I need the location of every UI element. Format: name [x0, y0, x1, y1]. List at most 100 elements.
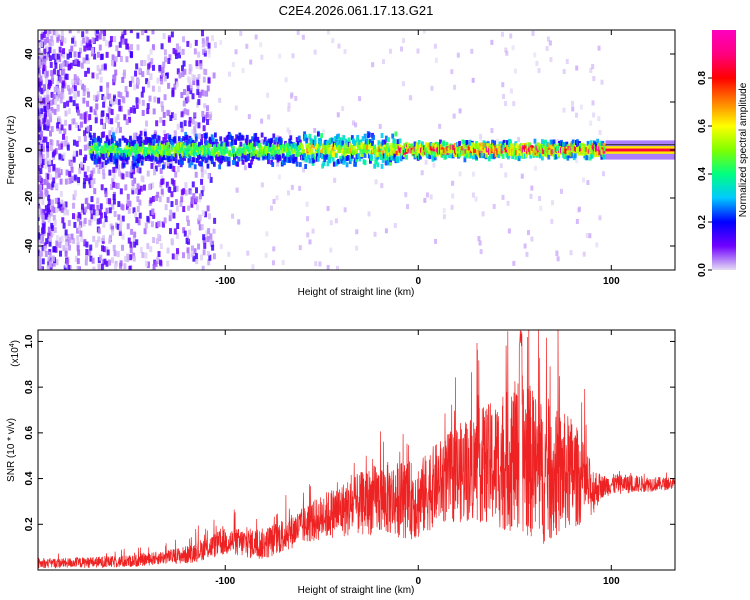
spectrogram-cell [585, 233, 589, 239]
spectrogram-cell [160, 78, 164, 85]
spectrogram-cell [102, 246, 106, 253]
spectrogram-cell [53, 219, 57, 226]
spectrogram-cell [68, 88, 72, 95]
spectrogram-cell [463, 151, 467, 157]
spectrogram-cell [324, 149, 328, 155]
spectrogram-cell [198, 214, 202, 221]
spectrogram-cell [90, 178, 94, 185]
spectrogram-cell [354, 140, 357, 146]
spectrogram-cell [117, 91, 121, 98]
spectrogram-cell [66, 209, 70, 216]
spectrogram-cell [381, 150, 385, 156]
spectrogram-cell [188, 153, 192, 159]
spectrogram-cell [59, 169, 63, 176]
spectrogram-cell [186, 205, 190, 211]
spectrogram-cell [166, 142, 170, 148]
spectrogram-cell [433, 155, 437, 161]
spectrogram-cell [507, 145, 510, 151]
spectrogram-xtick-label: 100 [603, 276, 620, 287]
spectrogram-cell [319, 137, 322, 143]
spectrogram-cell [197, 51, 201, 58]
spectrogram-cell [45, 96, 49, 103]
colorbar: 0.00.20.40.60.8 Normalized spectral ampl… [697, 30, 749, 277]
spectrogram-cell [152, 158, 156, 165]
snr-marks [38, 330, 675, 569]
spectrogram-cell [75, 150, 79, 157]
spectrogram-cell [43, 245, 47, 252]
spectrogram-cell [157, 251, 161, 258]
spectrogram-cell [117, 164, 121, 171]
spectrogram-cell [523, 243, 527, 249]
spectrogram-cell [144, 252, 148, 259]
spectrogram-cell [73, 92, 77, 99]
spectrogram-cell [174, 153, 178, 159]
spectrogram-cell [79, 230, 83, 237]
spectrogram-cell [51, 255, 55, 262]
spectrogram-cell [206, 205, 210, 212]
spectrogram-cell [208, 114, 212, 121]
spectrogram-cell [394, 131, 398, 137]
spectrogram-cell [121, 96, 125, 103]
spectrogram-cell [151, 155, 155, 161]
spectrogram-cell [190, 160, 194, 166]
spectrogram-cell [176, 142, 180, 148]
spectrogram-cell [74, 255, 78, 262]
spectrogram-cell [118, 229, 122, 236]
spectrogram-cell [207, 173, 211, 180]
spectrogram-cell [42, 118, 46, 125]
spectrogram-cell [462, 140, 466, 146]
spectrogram-cell [84, 259, 88, 266]
spectrogram-cell [187, 158, 191, 164]
spectrogram-cell [60, 199, 64, 206]
spectrogram-cell [170, 31, 174, 38]
spectrogram-cell [198, 91, 202, 98]
spectrogram-cell [66, 84, 70, 91]
spectrogram-cell [56, 235, 60, 242]
spectrogram-cell [46, 151, 50, 158]
spectrogram-cell [591, 100, 595, 106]
spectrogram-cell [202, 90, 206, 97]
spectrogram-cell [193, 130, 197, 137]
spectrogram-cell [54, 62, 58, 69]
spectrogram-cell [579, 104, 583, 110]
spectrogram-cell [62, 152, 66, 159]
spectrogram-cell [168, 149, 172, 155]
spectrogram-cell [391, 133, 395, 139]
spectrogram-cell [202, 76, 206, 83]
spectrogram-cell [103, 162, 107, 169]
spectrogram-cell [245, 140, 249, 146]
spectrogram-cell [278, 156, 282, 162]
spectrogram-cell [179, 121, 183, 128]
spectrogram-cell [301, 34, 305, 40]
spectrogram-cell [566, 155, 570, 161]
spectrogram-cell [430, 150, 434, 156]
spectrogram-cell [103, 145, 107, 151]
spectrogram-cell [99, 212, 103, 219]
spectrogram-cell [129, 107, 133, 114]
spectrogram-cell [143, 152, 147, 158]
spectrogram-cell [175, 232, 179, 239]
spectrogram-cell [162, 129, 166, 136]
colorbar-tick-label: 0.6 [697, 119, 708, 133]
spectrogram-cell [371, 62, 375, 68]
spectrogram-cell [534, 165, 538, 171]
spectrogram-cell [160, 179, 164, 186]
spectrogram-cell [230, 140, 234, 146]
spectrogram-cell [151, 44, 155, 51]
spectrogram-cell [569, 250, 573, 256]
spectrogram-cell [270, 205, 274, 211]
spectrogram-cell [123, 263, 127, 270]
spectrogram-cell [310, 142, 314, 148]
spectrogram-cell [184, 182, 188, 189]
spectrogram-cell [102, 154, 106, 160]
spectrogram-cell [212, 253, 216, 260]
spectrogram-cell [71, 175, 75, 182]
spectrogram-cell [75, 122, 79, 129]
spectrogram-cell [138, 212, 142, 219]
spectrogram-cell [42, 32, 46, 39]
spectrogram-cell [73, 85, 77, 92]
spectrogram-cell [235, 187, 239, 193]
spectrogram-cell [126, 145, 130, 151]
spectrogram-cell [114, 56, 118, 63]
spectrogram-cell [61, 86, 65, 93]
